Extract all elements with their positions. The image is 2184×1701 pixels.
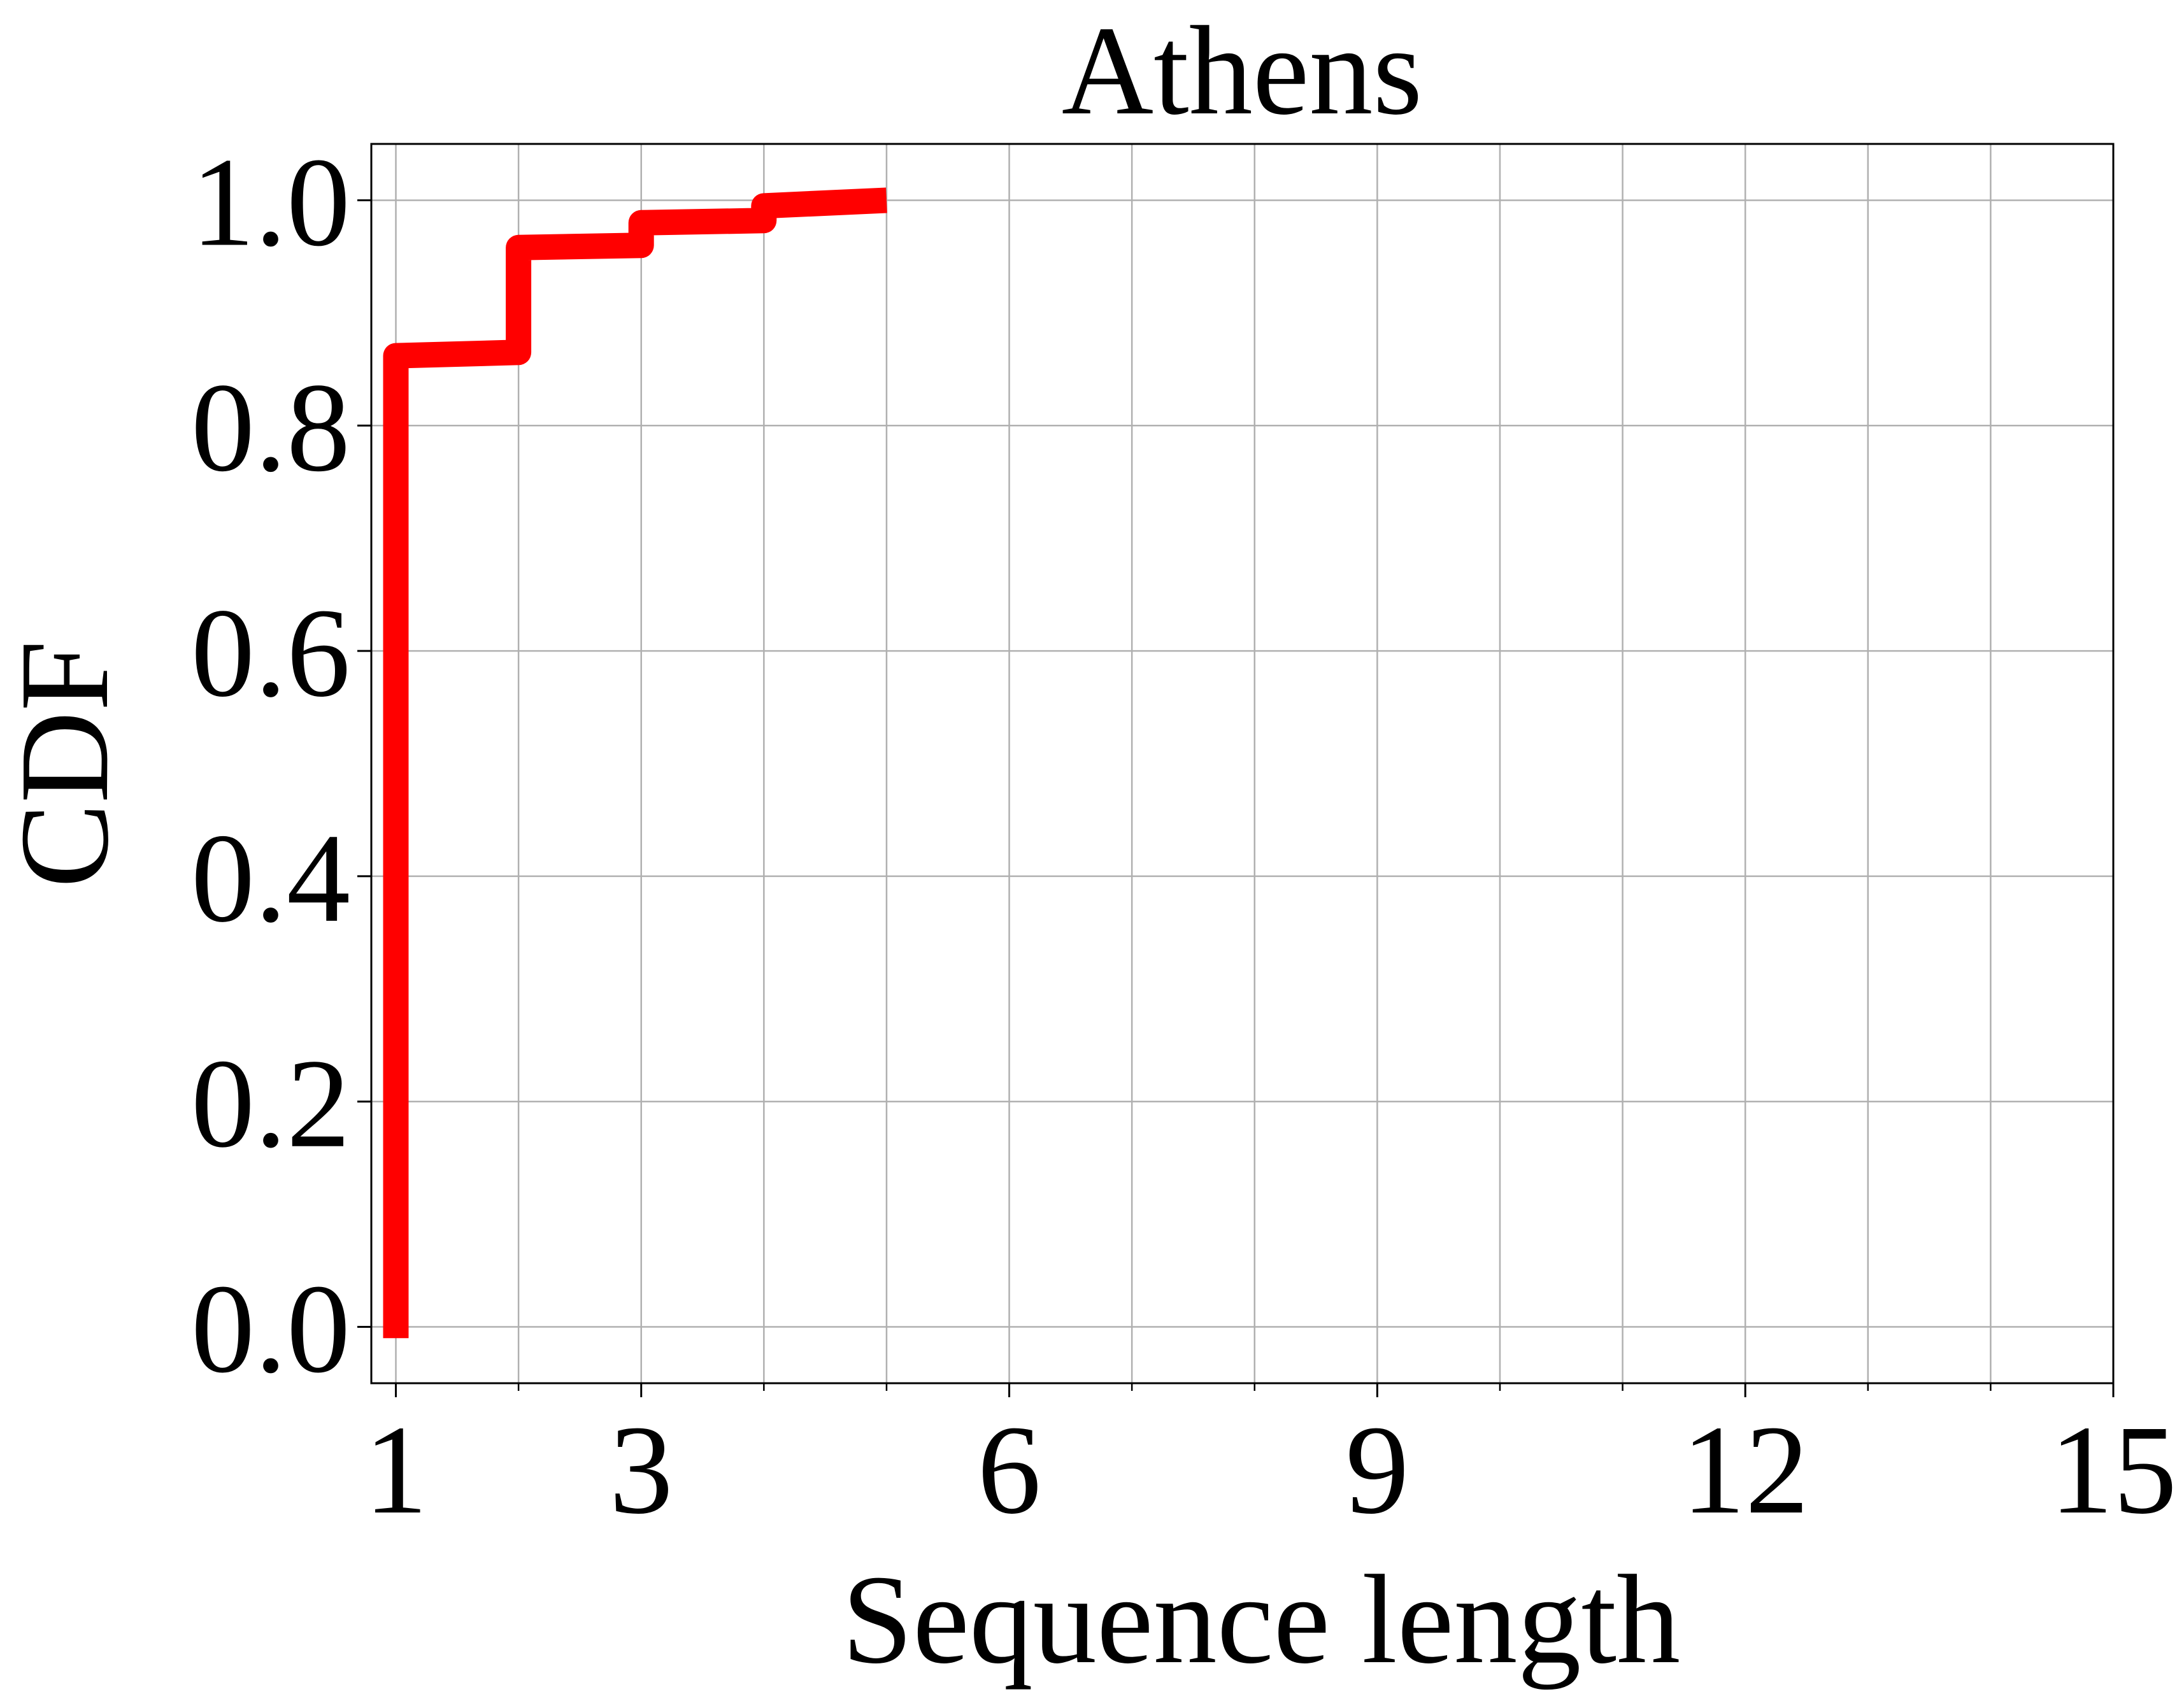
x-tick-label: 1 bbox=[364, 1400, 428, 1541]
series-layer bbox=[383, 187, 887, 1339]
y-axis-label: CDF bbox=[0, 640, 135, 888]
tick-labels: 1 3 6 9 12 15 0.0 0.2 0.4 0.6 0.8 1.0 bbox=[191, 132, 2177, 1541]
x-tick-label: 15 bbox=[2050, 1400, 2177, 1541]
x-axis-label: Sequence length bbox=[842, 1549, 1680, 1690]
y-tick-label: 0.2 bbox=[191, 1034, 350, 1174]
y-tick-label: 0.6 bbox=[191, 583, 350, 723]
x-tick-label: 6 bbox=[978, 1400, 1041, 1541]
y-tick-label: 1.0 bbox=[191, 132, 350, 273]
cdf-series-line bbox=[383, 187, 887, 1339]
x-tick-label: 3 bbox=[610, 1400, 673, 1541]
y-tick-label: 0.0 bbox=[191, 1259, 350, 1400]
x-tick-label: 12 bbox=[1681, 1400, 1809, 1541]
x-tick-label: 9 bbox=[1345, 1400, 1409, 1541]
y-tick-label: 0.4 bbox=[191, 808, 350, 949]
chart-title: Athens bbox=[1062, 1, 1423, 141]
grid bbox=[371, 144, 2115, 1383]
plot-frame bbox=[370, 143, 2115, 1384]
y-tick-label: 0.8 bbox=[191, 357, 350, 498]
tick-marks bbox=[357, 199, 2115, 1397]
